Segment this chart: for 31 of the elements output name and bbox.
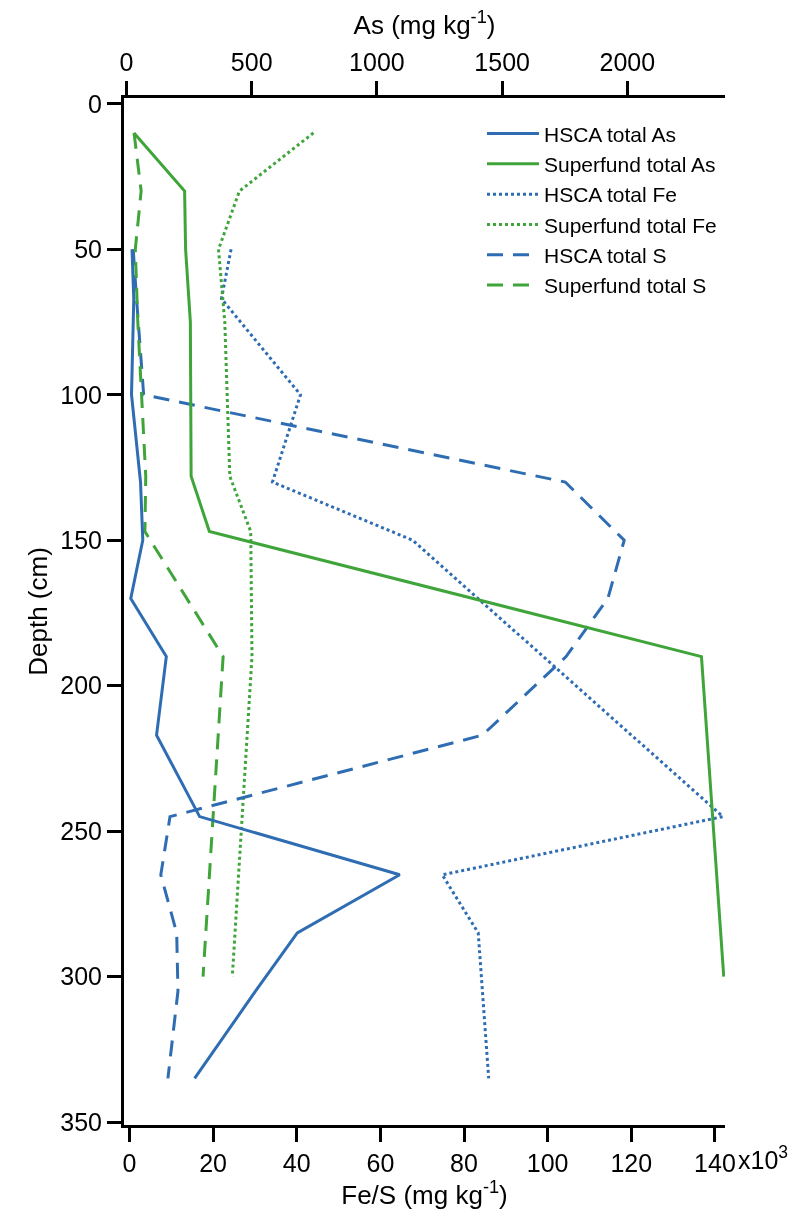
y-tick-label: 0 xyxy=(88,89,102,118)
x-tick-label: 60 xyxy=(366,1149,395,1177)
legend-label: Superfund total S xyxy=(543,274,707,298)
x2-tick-label: 500 xyxy=(230,48,273,76)
y-tick-label: 50 xyxy=(74,235,102,264)
y-axis-title: Depth (cm) xyxy=(22,547,53,676)
y-tick-label: 350 xyxy=(60,1107,102,1136)
legend-label: HSCA total S xyxy=(543,243,667,267)
x-tick-label: 40 xyxy=(282,1149,311,1177)
y-tick-label: 100 xyxy=(60,380,102,409)
y-tick-label: 150 xyxy=(60,525,102,554)
x-tick-label: 120 xyxy=(610,1149,653,1177)
text: x10$^{3}$ xyxy=(738,1142,789,1174)
x2-tick-label: 1000 xyxy=(349,48,405,76)
x-tick-label: 140 xyxy=(694,1149,736,1177)
x-tick-label: 100 xyxy=(526,1149,569,1177)
legend-label: HSCA total Fe xyxy=(543,183,678,207)
y-tick-label: 250 xyxy=(60,816,102,845)
x2-tick-label: 0 xyxy=(119,48,134,76)
x-tick-label: 20 xyxy=(199,1149,227,1177)
x-tick-label: 80 xyxy=(450,1149,478,1177)
x-tick-label: 0 xyxy=(122,1149,137,1177)
x-axis-title: Fe/S (mg kg$^{-1}$) xyxy=(341,1177,508,1210)
x2-axis-title: As (mg kg$^{-1}$) xyxy=(353,7,496,41)
x2-tick-label: 1500 xyxy=(474,48,530,76)
legend-label: Superfund total Fe xyxy=(543,213,717,237)
legend-label: Superfund total As xyxy=(543,153,716,177)
y-tick-label: 300 xyxy=(60,962,102,991)
legend-label: HSCA total As xyxy=(543,122,676,146)
y-tick-label: 200 xyxy=(60,671,102,700)
x2-tick-label: 2000 xyxy=(599,48,656,76)
